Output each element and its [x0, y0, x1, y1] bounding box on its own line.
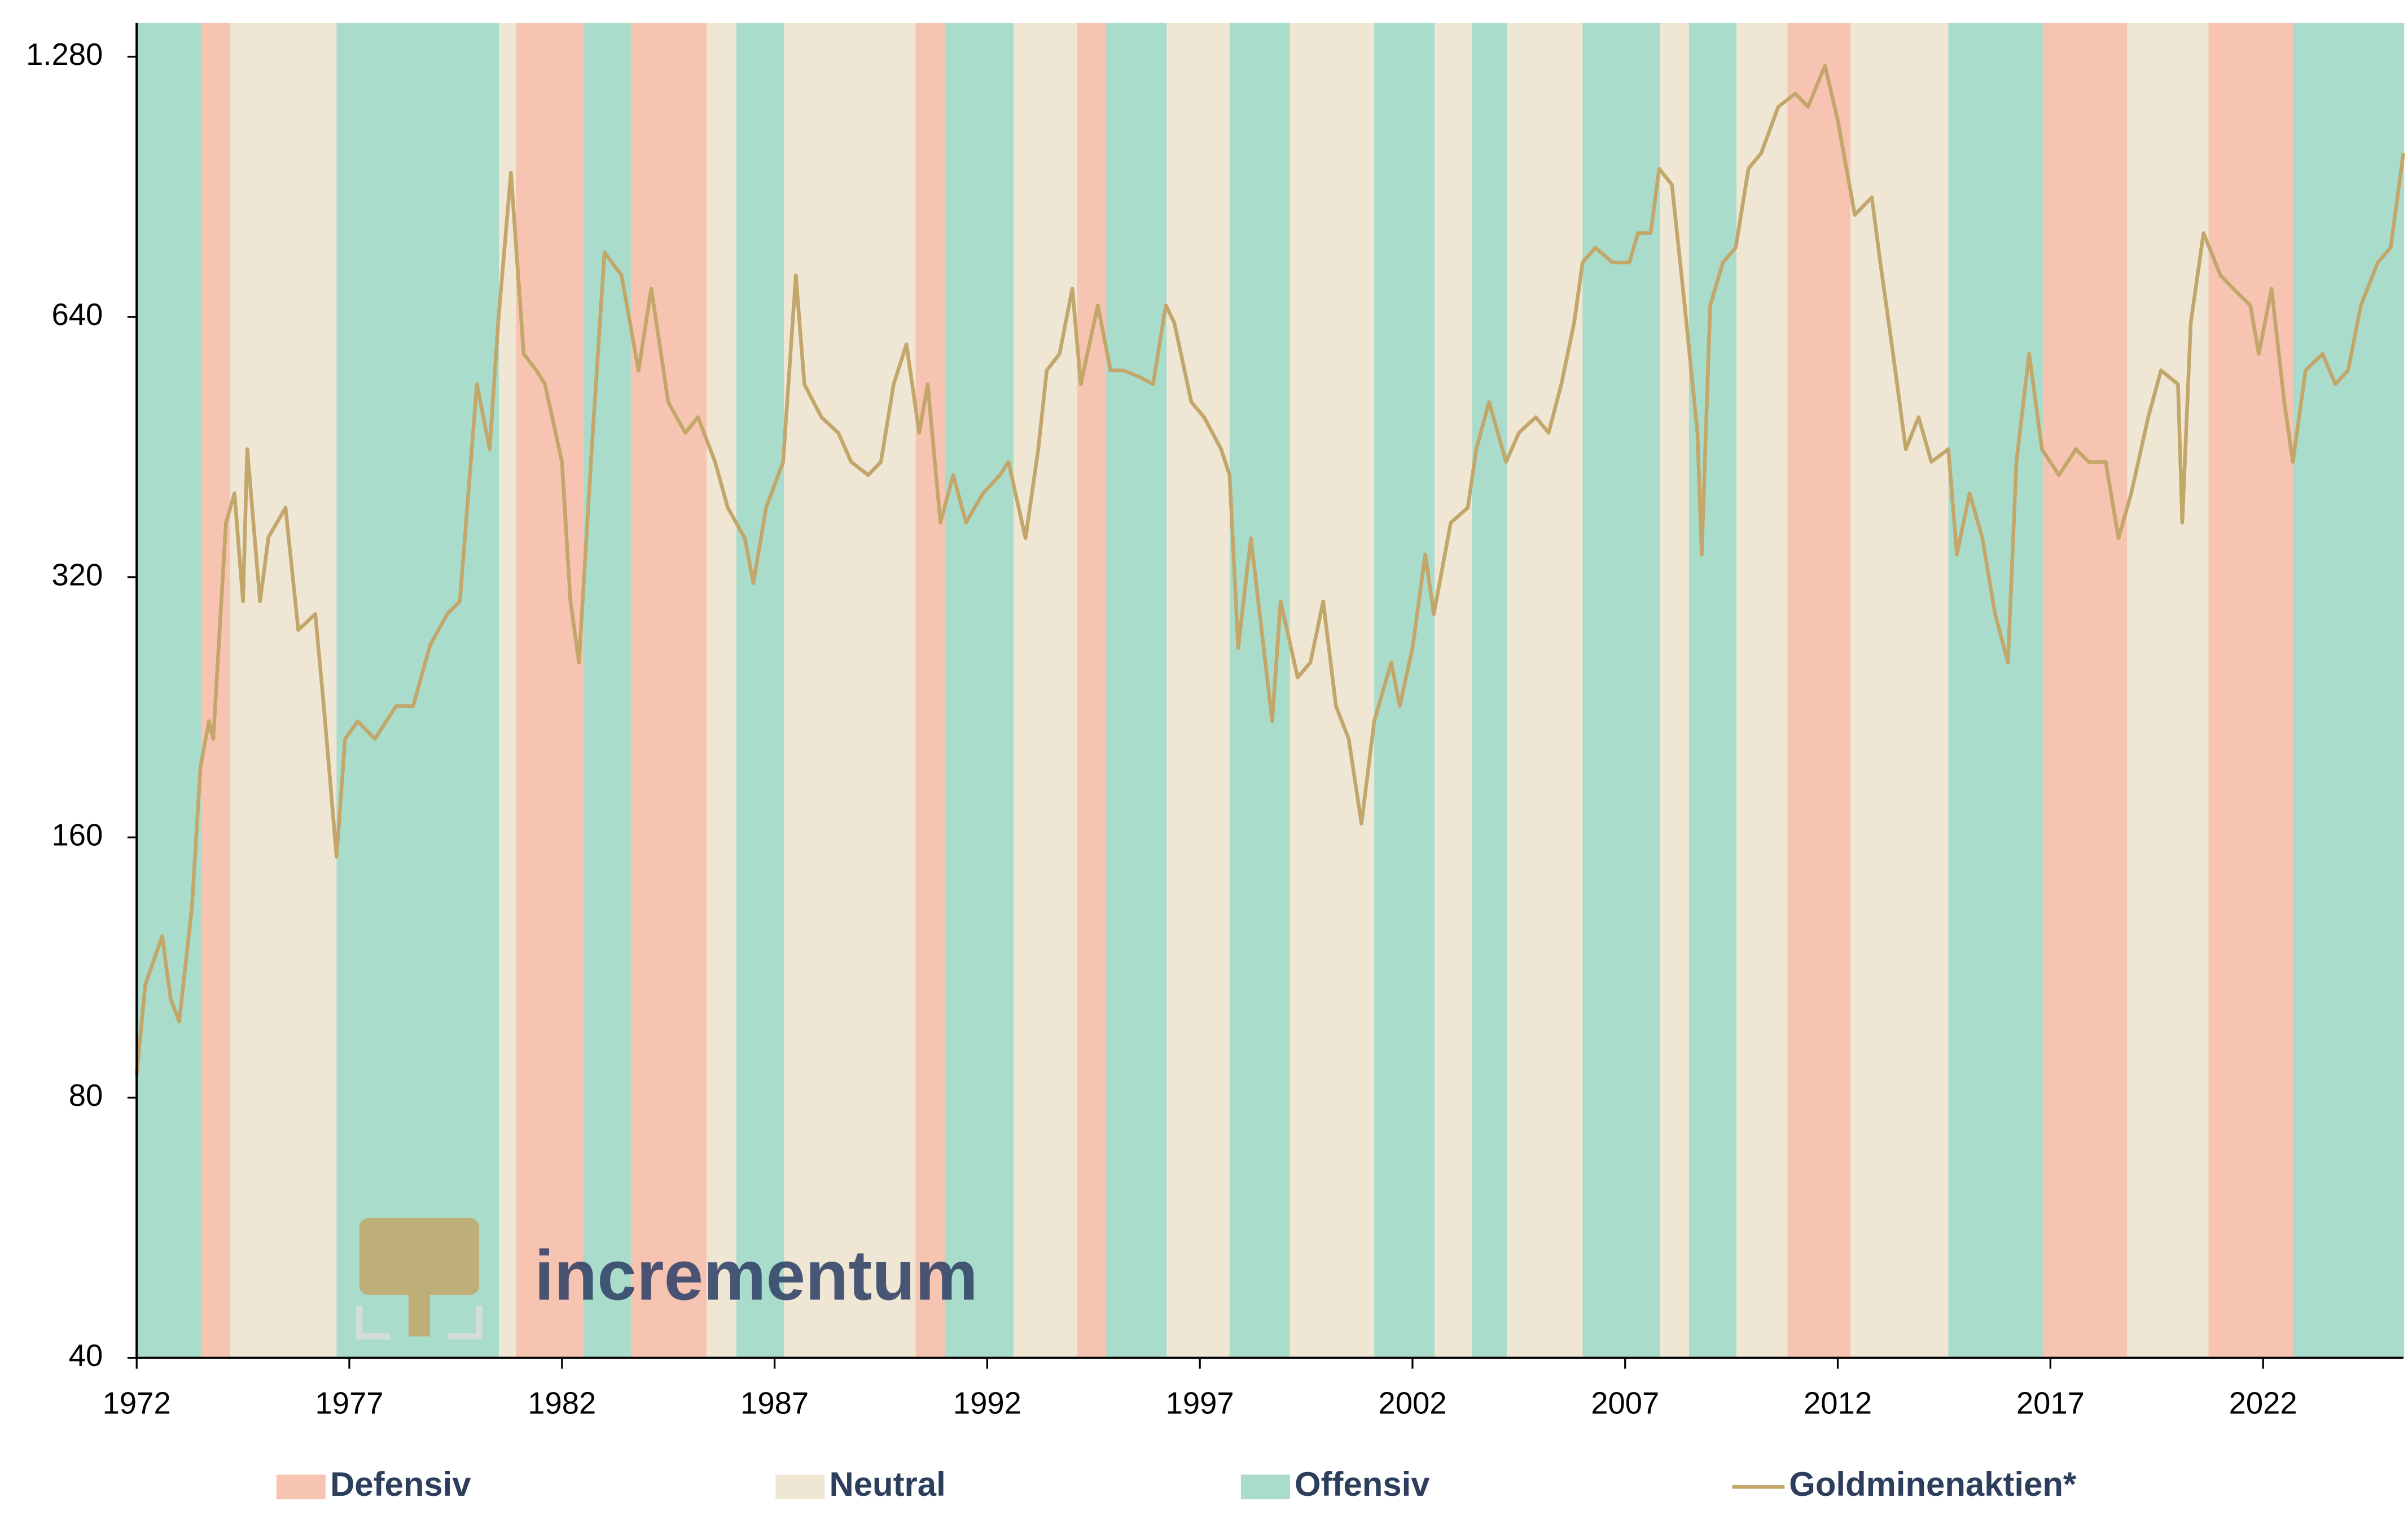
watermark: incrementum [534, 1236, 978, 1315]
regime-band [1582, 23, 1660, 1358]
regime-band [2127, 23, 2209, 1358]
x-tick-label: 1972 [103, 1386, 171, 1420]
logo-tree-trunk [408, 1275, 430, 1337]
y-tick-label: 40 [69, 1338, 103, 1373]
logo: incrementum [356, 1218, 978, 1339]
regime-band [1787, 23, 1852, 1358]
series-line [134, 63, 2406, 1075]
x-tick-label: 2002 [1378, 1386, 1446, 1420]
x-tick-label: 2012 [1804, 1386, 1872, 1420]
regime-band [783, 23, 916, 1358]
legend-swatch [775, 1474, 825, 1500]
legend-label: Offensiv [1295, 1465, 1430, 1503]
legend-swatch [1240, 1474, 1290, 1500]
y-tick-label: 80 [69, 1078, 103, 1113]
regime-band [2208, 23, 2294, 1358]
regime-band [1106, 23, 1167, 1358]
x-tick-label: 2022 [2229, 1386, 2297, 1420]
regime-band [736, 23, 784, 1358]
regime-band [1850, 23, 1949, 1358]
regime-band [1735, 23, 1788, 1358]
regime-band [1948, 23, 2043, 1358]
regime-band [630, 23, 708, 1358]
regime-band [1688, 23, 1737, 1358]
y-tick-label: 1.280 [26, 37, 103, 72]
regime-band [1433, 23, 1473, 1358]
regime-band [1165, 23, 1231, 1358]
legend-label: Goldminenaktien* [1789, 1465, 2077, 1503]
logo-tree-crown [359, 1218, 480, 1295]
logo-frame [356, 1306, 483, 1339]
x-tick-label: 2017 [2016, 1386, 2085, 1420]
x-tick-label: 1997 [1166, 1386, 1234, 1420]
regime-band [2292, 23, 2405, 1358]
regime-band [915, 23, 946, 1358]
regime-band [1076, 23, 1107, 1358]
y-tick-label: 320 [52, 557, 103, 592]
legend-swatch [276, 1474, 326, 1500]
regime-band [230, 23, 337, 1358]
legend-label: Defensiv [330, 1465, 471, 1503]
y-tick-label: 160 [52, 818, 103, 853]
regime-band [945, 23, 1014, 1358]
x-tick-label: 1982 [528, 1386, 596, 1420]
regime-band [1506, 23, 1584, 1358]
x-tick-label: 1992 [953, 1386, 1021, 1420]
regime-band [515, 23, 584, 1358]
regime-band [1289, 23, 1375, 1358]
regime-band [1472, 23, 1507, 1358]
legend-label: Neutral [830, 1465, 946, 1503]
regime-band [2042, 23, 2128, 1358]
regime-band [707, 23, 738, 1358]
regime-band [498, 23, 516, 1358]
x-tick-label: 2007 [1591, 1386, 1659, 1420]
regime-band [1659, 23, 1690, 1358]
x-tick-label: 1977 [315, 1386, 383, 1420]
plot: 40 80 160 320 640 1.280 1972 1977 1982 1987 1992 19… [26, 37, 2406, 1420]
regime-band [1012, 23, 1077, 1358]
y-tick-label: 640 [52, 297, 103, 332]
regime-band [137, 23, 201, 1358]
x-tick-label: 1987 [740, 1386, 809, 1420]
regime-band [1229, 23, 1290, 1358]
regime-bands [137, 23, 2405, 1358]
regime-band [583, 23, 631, 1358]
